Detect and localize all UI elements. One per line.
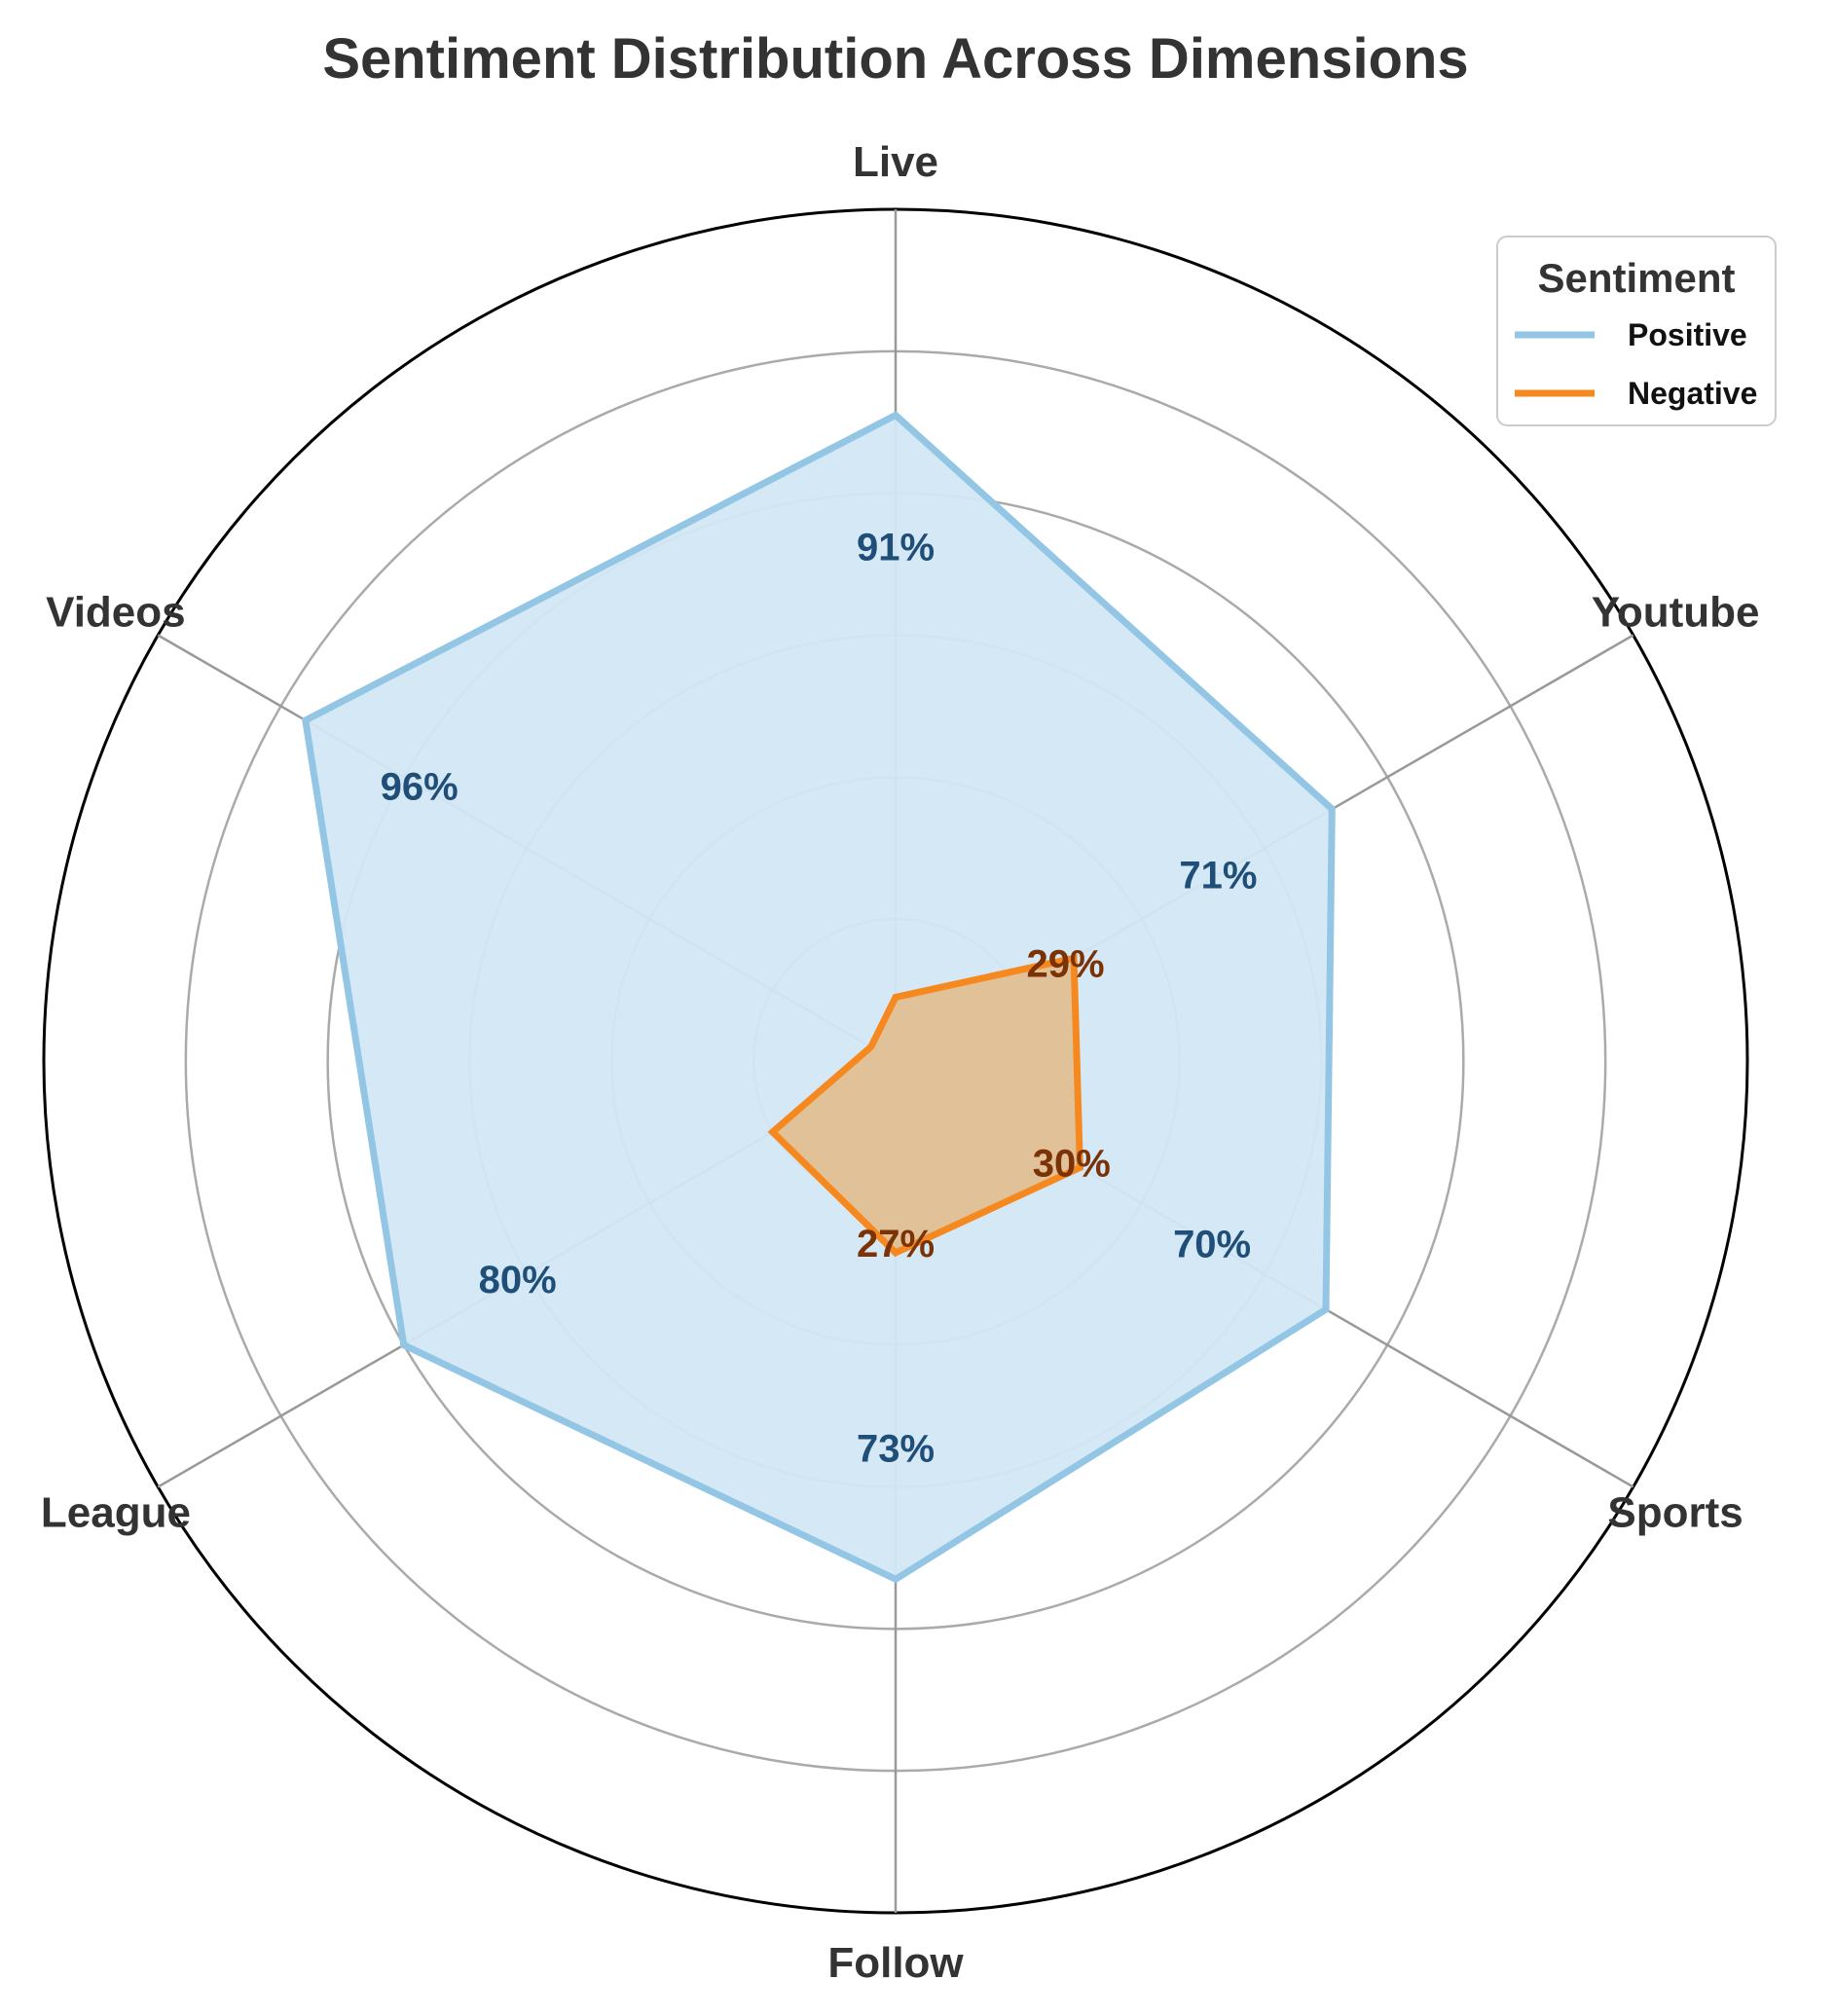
value-label-positive-youtube: 71% bbox=[1179, 855, 1257, 898]
value-label-negative-follow: 27% bbox=[857, 1223, 935, 1265]
category-labels: Live Youtube Sports Follow League Videos bbox=[41, 138, 1760, 1987]
value-label-positive-live: 91% bbox=[857, 527, 935, 569]
category-label-sports: Sports bbox=[1607, 1489, 1743, 1537]
value-label-positive-videos: 96% bbox=[381, 766, 459, 809]
value-label-positive-sports: 70% bbox=[1173, 1224, 1251, 1266]
category-label-follow: Follow bbox=[827, 1939, 964, 1987]
series-positive bbox=[301, 411, 1336, 1584]
legend-label-positive: Positive bbox=[1628, 317, 1747, 352]
chart-title: Sentiment Distribution Across Dimensions bbox=[322, 27, 1468, 91]
value-labels: 91% 71% 70% 73% 80% 96% 29% 30% 27% bbox=[381, 527, 1258, 1471]
category-label-league: League bbox=[41, 1489, 191, 1537]
legend-box bbox=[1496, 236, 1777, 426]
legend-title: Sentiment bbox=[1537, 255, 1735, 301]
value-label-positive-league: 80% bbox=[479, 1259, 557, 1301]
category-label-live: Live bbox=[853, 138, 938, 186]
legend: Sentiment Positive Negative bbox=[1496, 236, 1777, 426]
category-label-videos: Videos bbox=[46, 589, 185, 637]
radar-series bbox=[301, 411, 1336, 1584]
value-label-negative-youtube: 29% bbox=[1026, 942, 1104, 985]
value-label-positive-follow: 73% bbox=[857, 1427, 935, 1470]
value-label-negative-sports: 30% bbox=[1033, 1142, 1111, 1185]
legend-label-negative: Negative bbox=[1628, 376, 1757, 411]
category-label-youtube: Youtube bbox=[1592, 589, 1760, 637]
